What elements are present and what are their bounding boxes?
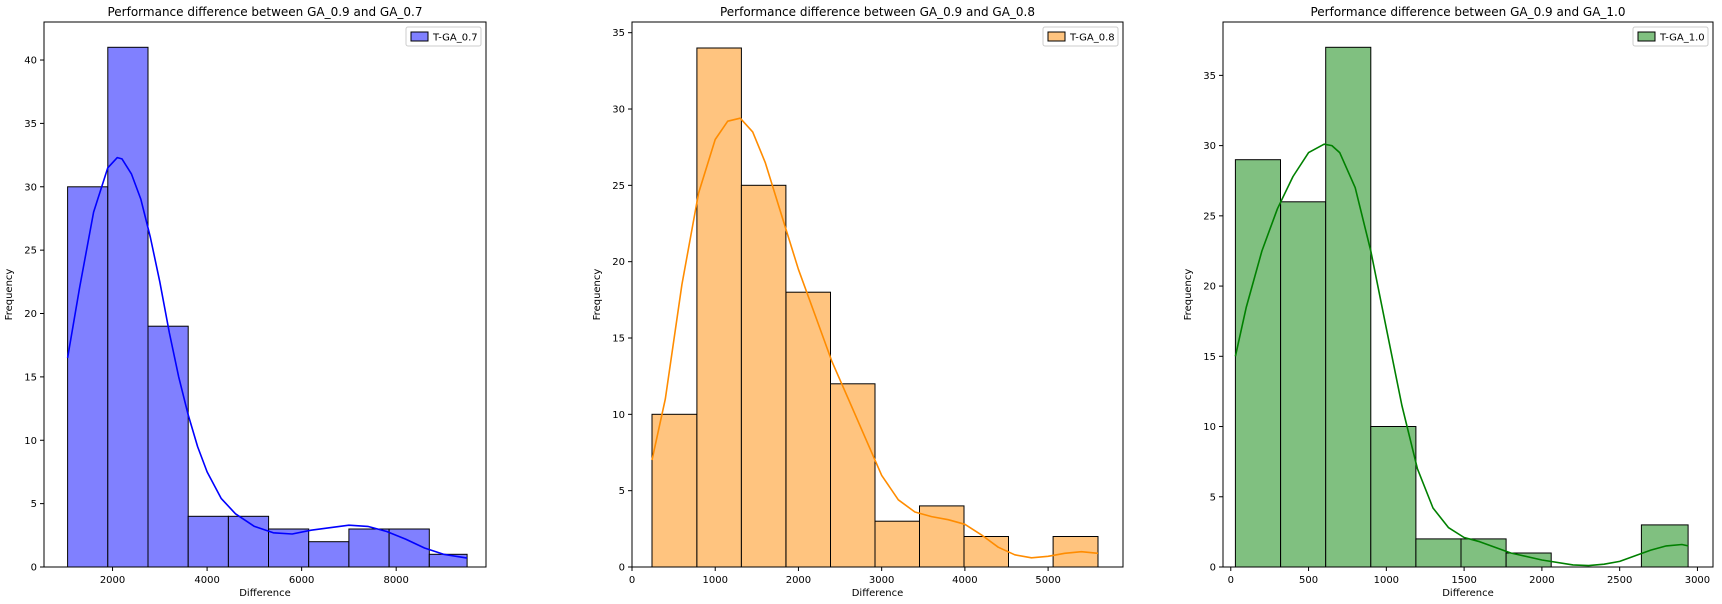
chart-title: Performance difference between GA_0.9 an… [720,5,1035,19]
x-axis-label: Difference [852,588,904,599]
histogram-bar [651,413,698,568]
legend-swatch [410,31,429,42]
x-axis-label: Difference [1442,588,1494,599]
histogram-bar [830,383,876,568]
y-tick-label: 5 [31,499,37,510]
y-tick-label: 15 [24,372,37,383]
kde-curve [651,117,1099,559]
histogram-bar [348,528,390,568]
histogram-bar [1280,201,1327,568]
histogram-bar [1234,159,1282,568]
histogram-bar [187,515,229,568]
x-tick-label: 1000 [702,575,727,586]
y-tick-label: 5 [619,486,625,497]
x-tick-label: 500 [1299,575,1318,586]
y-tick-label: 25 [1203,211,1216,222]
histogram-bar [147,325,189,568]
y-tick-label: 20 [1203,282,1216,293]
histogram-bar [874,520,920,568]
kde-curve [66,156,468,559]
x-tick-label: 2000 [786,575,811,586]
y-axis-label: Frequency [4,269,15,321]
y-tick-label: 20 [24,309,37,320]
x-tick-label: 2000 [100,575,125,586]
x-tick-label: 3000 [1685,575,1710,586]
x-tick-label: 4000 [952,575,977,586]
histogram-bar [1415,538,1462,568]
histogram-panel-ga10: Performance difference between GA_0.9 an… [1183,5,1714,599]
x-tick-label: 2500 [1607,575,1632,586]
histogram-bar [785,291,831,568]
y-tick-label: 35 [612,28,625,39]
kde-curve [1234,143,1689,567]
histogram-bar [268,528,310,568]
histogram-bar [696,47,742,568]
x-tick-label: 0 [1228,575,1234,586]
y-tick-label: 10 [1203,422,1216,433]
legend-label: T-GA_1.0 [1659,33,1705,44]
y-tick-label: 35 [24,119,37,130]
y-tick-label: 5 [1210,492,1216,503]
plot-frame [43,21,487,568]
x-tick-label: 0 [629,575,635,586]
y-tick-label: 30 [24,182,37,193]
chart-title: Performance difference between GA_0.9 an… [107,5,422,19]
chart-title: Performance difference between GA_0.9 an… [1310,5,1625,19]
y-tick-label: 15 [612,334,625,345]
x-tick-label: 1500 [1451,575,1476,586]
histogram-bar [67,186,109,568]
y-axis-label: Frequency [592,269,603,321]
y-tick-label: 25 [24,246,37,257]
histogram-bar [107,46,149,568]
legend-swatch [1047,31,1066,42]
histogram-bar [308,541,350,568]
y-tick-label: 0 [619,563,625,574]
histogram-bar [740,184,787,568]
y-tick-label: 30 [1203,141,1216,152]
histogram-bar [227,515,270,568]
x-tick-label: 6000 [289,575,314,586]
x-tick-label: 2000 [1529,575,1554,586]
x-tick-label: 5000 [1035,575,1060,586]
y-tick-label: 0 [31,563,37,574]
x-tick-label: 4000 [194,575,219,586]
plot-frame [631,21,1124,568]
y-tick-label: 35 [1203,71,1216,82]
legend-swatch [1637,31,1656,42]
y-tick-label: 15 [1203,352,1216,363]
legend-label: T-GA_0.8 [1069,33,1115,44]
y-tick-label: 10 [612,410,625,421]
histogram-panel-ga07: Performance difference between GA_0.9 an… [4,5,487,599]
histogram-bar [1325,46,1372,568]
y-tick-label: 10 [24,436,37,447]
legend-label: T-GA_0.7 [432,33,478,44]
histogram-bar [1370,426,1417,568]
x-tick-label: 8000 [383,575,408,586]
y-axis-label: Frequency [1183,269,1194,321]
x-axis-label: Difference [239,588,291,599]
y-tick-label: 20 [612,257,625,268]
histogram-bar [428,553,468,568]
histogram-panel-ga08: Performance difference between GA_0.9 an… [592,5,1124,599]
x-tick-label: 3000 [869,575,894,586]
y-tick-label: 30 [612,105,625,116]
histogram-bar [963,536,1009,568]
y-tick-label: 0 [1210,563,1216,574]
y-tick-label: 25 [612,181,625,192]
y-tick-label: 40 [24,56,37,67]
plot-frame [1222,21,1714,568]
x-tick-label: 1000 [1374,575,1399,586]
